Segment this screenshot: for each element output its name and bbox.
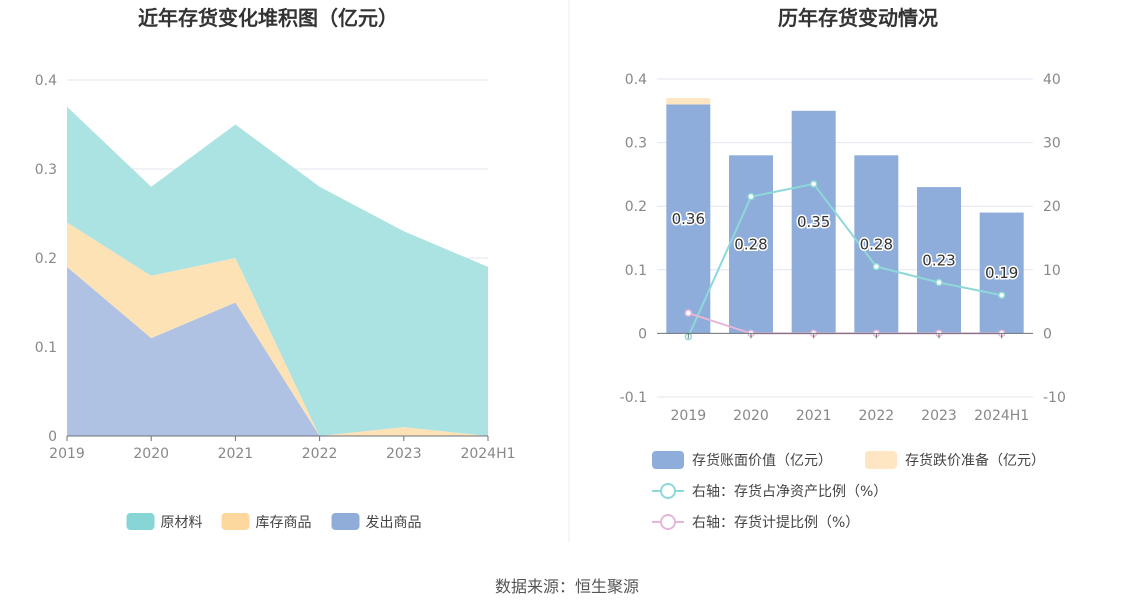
right-lines: 0.36 0.28 0.35 0.28 0.23 0.19 (670, 180, 1020, 341)
right-x-tick-label: 2021 (796, 408, 832, 424)
legend-swatch (126, 513, 155, 530)
right-chart-title: 历年存货变动情况 (778, 6, 938, 30)
area-发出商品 (67, 266, 488, 436)
bar-data-label: 0.36 (672, 210, 705, 228)
line-point (997, 291, 1006, 299)
left-x-tick-label: 2024H1 (460, 446, 515, 462)
right-legend: 存货账面价值（亿元） 存货跌价准备（亿元） 右轴：存货占净资产比例（%） 右轴：存货计… (652, 451, 1045, 531)
right-axes: -0.1 0 0.1 0.2 0.3 0.4 -10 0 10 20 30 40 2019 2020 202… (620, 72, 1066, 424)
right-x-tick-label: 2023 (921, 408, 957, 424)
right-y-tick-label: 0.1 (625, 263, 647, 279)
legend-label: 原材料 (161, 515, 203, 531)
line-右轴：存货占净资产比例（%） (687, 182, 1002, 337)
right-bars (666, 98, 1024, 334)
right-x-tick-label: 2024H1 (974, 408, 1029, 424)
left-chart-title: 近年存货变化堆积图（亿元） (138, 6, 398, 30)
bar-inventory-book-value (729, 155, 773, 334)
legend-label: 右轴：存货占净资产比例（%） (692, 483, 887, 500)
right-y2-tick-label: 30 (1043, 136, 1061, 152)
area-库存商品 (67, 222, 488, 436)
bar-data-label: 0.28 (734, 235, 767, 253)
line-point (935, 278, 943, 287)
right-y-tick-label: 0 (638, 326, 647, 342)
left-areas (67, 106, 488, 436)
left-x-tick-label: 2022 (302, 446, 338, 462)
bar-impairment-provision (666, 98, 711, 105)
left-axes: 0 0.1 0.2 0.3 0.4 2019 2020 2021 2022 2023 2024H1 (35, 73, 516, 462)
legend-swatch (331, 513, 360, 530)
right-y-tick-label: 0.2 (625, 199, 647, 215)
right-y2-tick-label: 0 (1043, 326, 1052, 342)
left-y-tick-label: 0.3 (35, 162, 57, 178)
right-y2-tick-label: -10 (1043, 390, 1066, 406)
stacked-area-chart: 近年存货变化堆积图（亿元） 0 0.1 0.2 0.3 0.4 2019 2020 2021 2… (35, 6, 516, 531)
right-y-tick-label: -0.1 (620, 390, 647, 406)
left-legend: 原材料 库存商品 发出商品 (126, 513, 422, 531)
legend-swatch (221, 513, 250, 530)
left-x-tick-label: 2021 (218, 446, 254, 462)
bar-data-label: 0.19 (985, 264, 1018, 282)
right-y2-tick-label: 20 (1043, 199, 1061, 215)
legend-line-marker (660, 483, 676, 499)
line-point (747, 192, 755, 201)
bar-data-label: 0.28 (860, 235, 893, 253)
left-x-tick-label: 2023 (386, 446, 422, 462)
left-x-tick-label: 2019 (49, 446, 85, 462)
right-x-tick-label: 2020 (733, 408, 769, 424)
line-point (872, 262, 881, 271)
bar-data-label: 0.23 (922, 251, 955, 269)
legend-label: 库存商品 (256, 515, 312, 531)
line-point (684, 309, 693, 317)
bar-inventory-book-value (917, 187, 961, 334)
combo-bar-line-chart: 历年存货变动情况 0.36 0.28 0.35 0.28 0.23 0.19 -0.1 0 0… (620, 6, 1066, 531)
right-x-tick-label: 2022 (859, 408, 895, 424)
right-grid (657, 78, 1033, 398)
bar-inventory-book-value (666, 104, 711, 334)
bar-inventory-book-value (791, 110, 836, 334)
left-x-tick-label: 2020 (133, 446, 169, 462)
data-source: 数据来源：恒生聚源 (495, 577, 639, 596)
bar-inventory-book-value (979, 212, 1024, 334)
left-y-tick-label: 0.1 (35, 340, 57, 356)
legend-label: 发出商品 (366, 515, 422, 531)
legend-label: 存货账面价值（亿元） (692, 452, 832, 469)
right-y2-tick-label: 40 (1043, 72, 1061, 88)
legend-line-marker (660, 514, 676, 530)
left-y-tick-label: 0.2 (35, 251, 57, 267)
right-y-tick-label: 0.3 (625, 136, 647, 152)
left-y-tick-label: 0 (48, 429, 57, 445)
bar-data-label: 0.35 (797, 213, 830, 231)
legend-label: 右轴：存货计提比例（%） (692, 514, 859, 531)
right-y-tick-label: 0.4 (625, 72, 647, 88)
legend-label: 存货跌价准备（亿元） (905, 452, 1045, 469)
area-原材料 (67, 106, 488, 436)
bar-inventory-book-value (854, 155, 899, 334)
right-y2-tick-label: 10 (1043, 263, 1061, 279)
line-point (809, 180, 818, 188)
left-y-tick-label: 0.4 (35, 73, 57, 89)
legend-swatch (865, 451, 897, 469)
legend-swatch (652, 451, 684, 469)
right-x-tick-label: 2019 (671, 408, 707, 424)
